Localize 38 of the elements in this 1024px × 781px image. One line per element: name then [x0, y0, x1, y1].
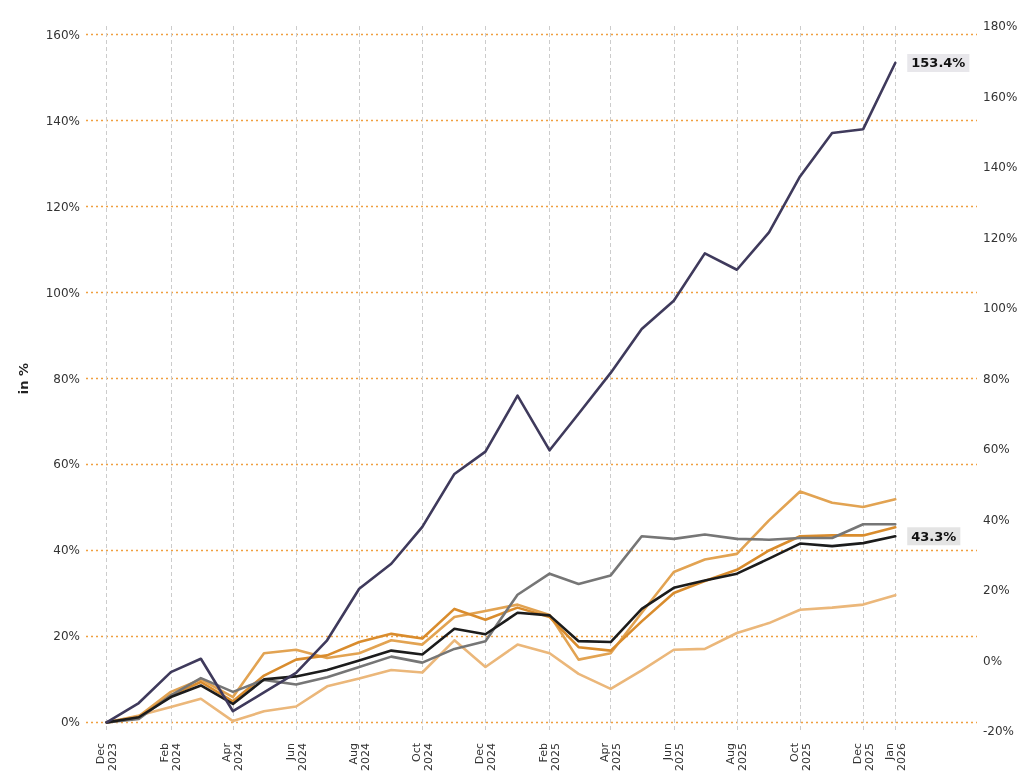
x-tick-label: Jun 2024: [283, 742, 309, 771]
data-label: 153.4%: [911, 55, 966, 71]
data-label: 43.3%: [911, 528, 957, 544]
x-tick-label: Dec 2023: [94, 743, 120, 771]
x-tick-label: Aug 2024: [346, 743, 372, 771]
y-tick-label: 140%: [45, 113, 80, 128]
y2-tick-label: 0%: [983, 653, 1003, 668]
y2-tick-label: 20%: [983, 583, 1010, 597]
y-tick-label: 20%: [53, 629, 80, 644]
y2-tick-label: 60%: [983, 442, 1010, 456]
y-tick-label: 60%: [53, 457, 80, 472]
y2-tick-label: 80%: [983, 371, 1010, 386]
y2-tick-label: -20%: [983, 724, 1015, 738]
x-tick-label: Dec 2024: [472, 743, 498, 771]
y-tick-label: 120%: [45, 199, 80, 214]
x-tick-label: Apr 2025: [598, 742, 624, 771]
x-tick-label: Aug 2025: [724, 743, 750, 771]
x-tick-label: Jun 2025: [661, 742, 687, 771]
y2-tick-label: 120%: [983, 230, 1018, 245]
x-tick-label: Feb 2025: [537, 742, 563, 771]
x-tick-label: Dec 2025: [850, 743, 876, 771]
y-axis-title: in %: [16, 362, 31, 395]
x-tick-label: Jan 2026: [882, 742, 908, 771]
y2-tick-label: 160%: [983, 89, 1018, 104]
y2-tick-label: 100%: [983, 301, 1018, 315]
x-tick-label: Oct 2024: [409, 742, 435, 771]
y2-tick-label: 40%: [983, 512, 1010, 527]
x-tick-label: Feb 2024: [158, 742, 184, 771]
x-tick-label: Oct 2025: [787, 742, 813, 771]
y-tick-label: 0%: [60, 715, 80, 730]
line-series: [105, 61, 897, 724]
y2-tick-label: 180%: [983, 19, 1018, 33]
y2-tick-label: 140%: [983, 160, 1018, 174]
x-tick-label: Apr 2024: [220, 742, 246, 771]
y-tick-label: 40%: [53, 543, 80, 558]
y-tick-label: 160%: [45, 27, 80, 42]
y-tick-label: 80%: [53, 371, 80, 386]
y-tick-label: 100%: [45, 285, 80, 300]
